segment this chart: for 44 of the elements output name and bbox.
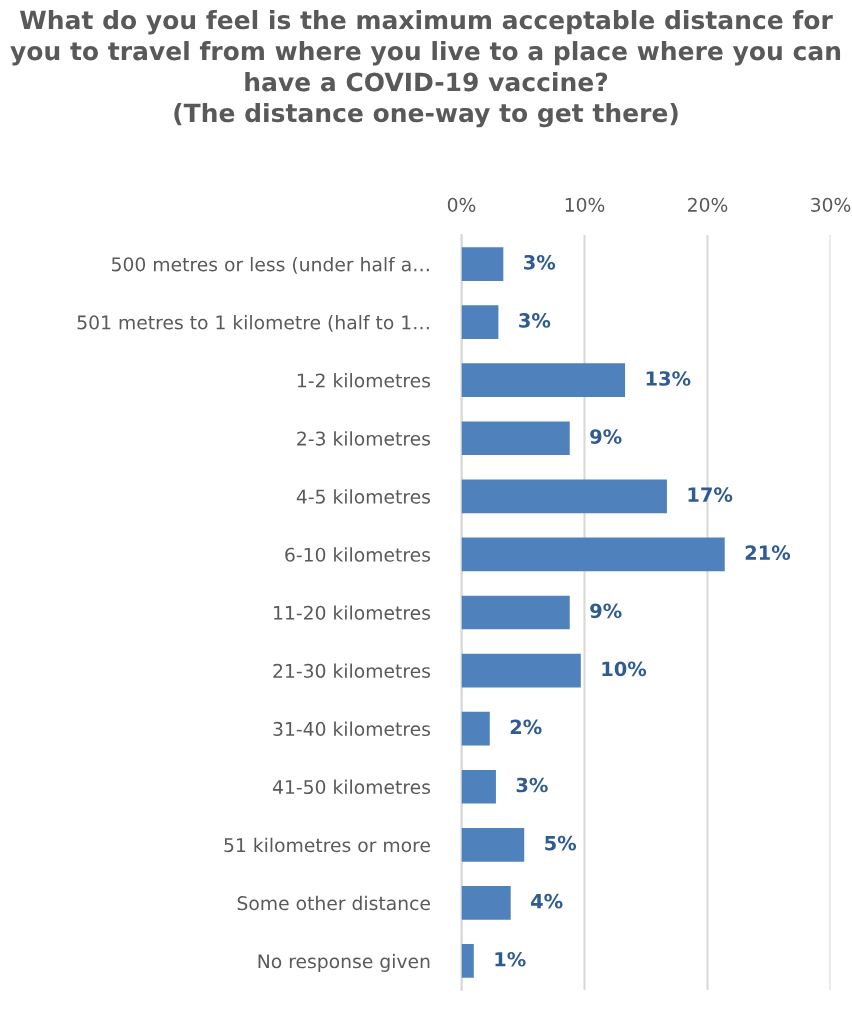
data-label: 5% bbox=[545, 835, 577, 851]
x-tick-label: 30% bbox=[811, 197, 851, 212]
x-tick-label: 10% bbox=[565, 197, 605, 212]
bar bbox=[461, 711, 490, 746]
x-tick-label: 0% bbox=[447, 197, 476, 212]
data-label: 10% bbox=[602, 661, 647, 677]
data-label: 3% bbox=[524, 254, 556, 270]
data-label: 1% bbox=[495, 951, 526, 967]
data-label: 9% bbox=[590, 603, 622, 619]
bar bbox=[461, 479, 667, 514]
y-tick-label: 1-2 kilometres bbox=[297, 373, 431, 388]
y-tick-label: 501 metres to 1 kilometre (half to 1… bbox=[77, 314, 429, 332]
bar bbox=[461, 595, 570, 630]
bar bbox=[461, 886, 511, 920]
data-label: 21% bbox=[745, 545, 791, 561]
y-tick-label: 4-5 kilometres bbox=[296, 489, 431, 504]
y-tick-label: 21-30 kilometres bbox=[273, 663, 431, 678]
data-label: 13% bbox=[646, 371, 691, 386]
bar bbox=[461, 653, 581, 688]
bar bbox=[461, 363, 626, 398]
bar bbox=[461, 944, 474, 978]
chart-title: What do you feel is the maximum acceptable distance for you to travel from where you live to a place where you can have a COVID-19 vaccine? (The distance one-way to get there) bbox=[10, 10, 841, 128]
bar bbox=[461, 305, 499, 339]
bar bbox=[461, 537, 725, 572]
data-label: 3% bbox=[516, 777, 548, 793]
y-tick-label: 41-50 kilometres bbox=[272, 779, 431, 795]
bar bbox=[461, 247, 504, 281]
y-tick-label: Some other distance bbox=[237, 895, 430, 911]
x-tick-label: 20% bbox=[688, 197, 728, 212]
y-tick-label: No response given bbox=[258, 953, 430, 972]
data-label: 2% bbox=[510, 719, 542, 735]
y-tick-label: 2-3 kilometres bbox=[297, 431, 431, 446]
y-tick-label: 6-10 kilometres bbox=[285, 547, 431, 562]
y-tick-label: 500 metres or less (under half a… bbox=[111, 256, 429, 274]
bar bbox=[461, 421, 570, 456]
data-label: 4% bbox=[531, 893, 563, 909]
bar bbox=[461, 827, 525, 862]
data-label: 3% bbox=[519, 313, 551, 328]
y-tick-label: 11-20 kilometres bbox=[274, 605, 431, 620]
data-label: 9% bbox=[590, 429, 622, 444]
y-tick-label: 31-40 kilometres bbox=[273, 721, 431, 737]
bar bbox=[461, 769, 496, 804]
y-tick-label: 51 kilometres or more bbox=[224, 837, 430, 853]
data-label: 17% bbox=[688, 487, 733, 502]
